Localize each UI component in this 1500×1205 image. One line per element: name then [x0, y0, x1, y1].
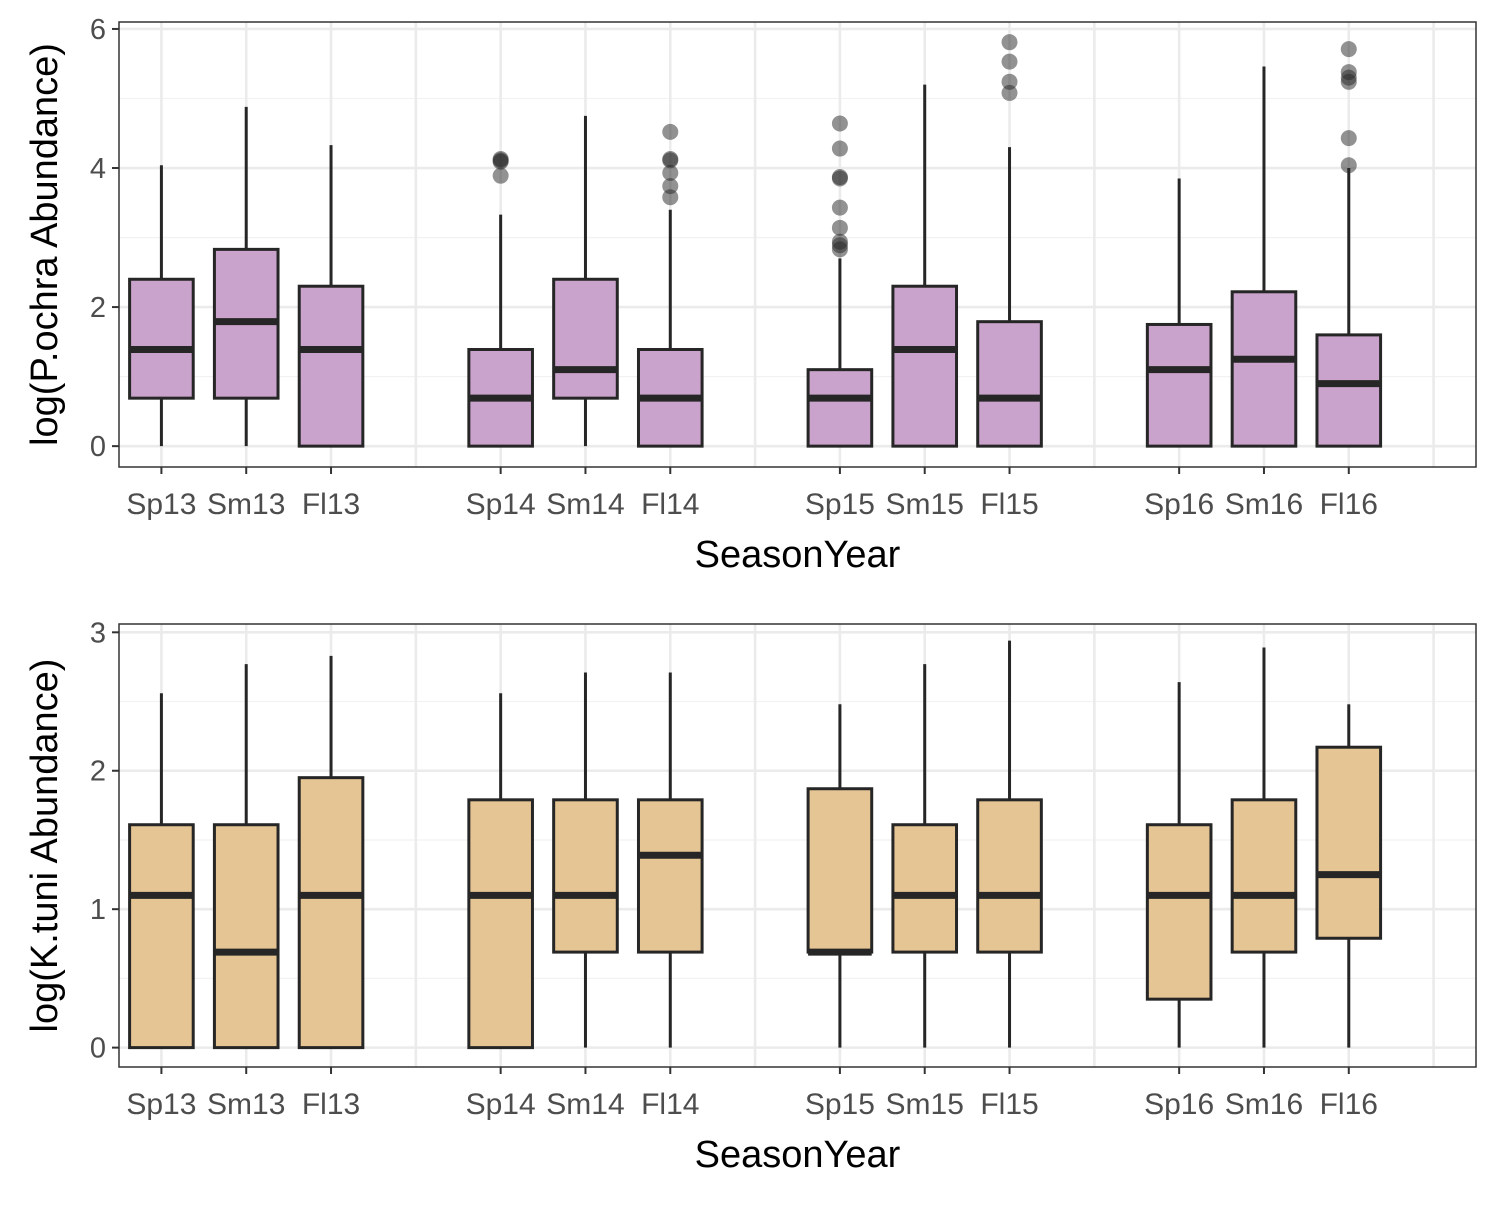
- x-tick-label: Fl13: [302, 488, 360, 521]
- x-tick-label: Sm16: [1225, 1088, 1303, 1121]
- x-tick-label: Sp14: [466, 1088, 536, 1121]
- outlier-point: [492, 150, 509, 167]
- box-iqr: [1315, 333, 1383, 448]
- outlier-point: [1001, 73, 1018, 90]
- abundance-panel-k-tuni: 0 1 2 3 Sp13 Sm13 Fl13 Sp14 Sm14 Fl14 Sp15 Sm15 Fl15…: [24, 617, 1477, 1176]
- box-iqr: [297, 776, 365, 1050]
- x-tick-label: Sp13: [126, 488, 196, 521]
- outlier-point: [1340, 41, 1357, 58]
- outlier-point: [662, 123, 679, 140]
- box-iqr: [891, 823, 959, 954]
- outlier-point: [662, 164, 679, 181]
- outlier-point: [662, 150, 679, 167]
- outlier-point: [662, 189, 679, 206]
- x-tick-label: Sp15: [805, 488, 875, 521]
- y-tick-label: 0: [90, 431, 106, 463]
- outlier-point: [1340, 64, 1357, 81]
- outlier-point: [662, 178, 679, 195]
- panel-border: [118, 623, 1477, 1068]
- x-tick-label: Sm15: [886, 1088, 964, 1121]
- box-iqr: [976, 320, 1043, 448]
- box-iqr: [552, 798, 619, 954]
- x-tick-label: Sm14: [546, 1088, 624, 1121]
- outlier-point: [831, 115, 848, 132]
- outlier-point: [1340, 130, 1357, 147]
- box-iqr: [976, 798, 1043, 954]
- box-iqr: [806, 368, 874, 448]
- outlier-point: [492, 167, 509, 184]
- x-tick-label: Sm13: [207, 1088, 285, 1121]
- y-tick-label: 3: [90, 617, 106, 649]
- box-iqr: [212, 823, 280, 1050]
- x-tick-label: Sm13: [207, 488, 285, 521]
- box-iqr: [1145, 823, 1213, 1001]
- outlier-point: [1001, 84, 1018, 101]
- outlier-point: [831, 169, 848, 186]
- box-iqr: [128, 277, 195, 400]
- x-tick-label: Sp16: [1144, 1088, 1214, 1121]
- outlier-point: [831, 140, 848, 157]
- box-iqr: [1145, 322, 1213, 448]
- box-iqr: [552, 277, 619, 400]
- x-tick-label: Fl14: [641, 488, 699, 521]
- y-tick-label: 2: [90, 756, 106, 788]
- x-tick-label: Sm14: [546, 488, 624, 521]
- box-iqr: [1230, 290, 1298, 448]
- box-iqr: [806, 787, 874, 954]
- y-tick-label: 4: [90, 153, 106, 185]
- y-tick-label: 1: [90, 894, 106, 926]
- box-iqr: [467, 798, 534, 1050]
- x-tick-label: Fl14: [641, 1088, 699, 1121]
- y-tick-label: 6: [90, 14, 106, 46]
- abundance-panel-p-ochra: 0 2 4 6 Sp13 Sm13 Fl13 Sp14 Sm14 Fl14 Sp15 Sm15 Fl15…: [24, 14, 1477, 576]
- x-tick-label: Fl15: [980, 488, 1038, 521]
- x-tick-label: Fl16: [1320, 1088, 1378, 1121]
- outlier-point: [831, 233, 848, 250]
- x-tick-label: Sm16: [1225, 488, 1303, 521]
- x-tick-label: Fl13: [302, 1088, 360, 1121]
- outlier-point: [1001, 53, 1018, 70]
- panel-border: [118, 21, 1477, 468]
- x-tick-label: Fl16: [1320, 488, 1378, 521]
- x-tick-label: Sp13: [126, 1088, 196, 1121]
- x-axis-title: SeasonYear: [695, 1134, 901, 1176]
- y-axis-title: log(K.tuni Abundance): [24, 659, 66, 1033]
- x-tick-label: Sp15: [805, 1088, 875, 1121]
- x-tick-label: Fl15: [980, 1088, 1038, 1121]
- box-iqr: [636, 798, 704, 954]
- box-iqr: [891, 284, 959, 448]
- x-axis-title: SeasonYear: [695, 534, 901, 576]
- outlier-point: [831, 199, 848, 216]
- outlier-point: [1340, 157, 1357, 174]
- outlier-point: [1001, 34, 1018, 51]
- box-iqr: [128, 823, 195, 1050]
- box-iqr: [1315, 745, 1383, 940]
- x-tick-label: Sp14: [466, 488, 536, 521]
- outlier-point: [831, 219, 848, 236]
- x-tick-label: Sp16: [1144, 488, 1214, 521]
- y-tick-label: 0: [90, 1033, 106, 1065]
- y-axis-title: log(P.ochra Abundance): [24, 43, 66, 446]
- x-tick-label: Sm15: [886, 488, 964, 521]
- y-tick-label: 2: [90, 292, 106, 324]
- box-iqr: [1230, 798, 1298, 954]
- box-iqr: [297, 284, 365, 448]
